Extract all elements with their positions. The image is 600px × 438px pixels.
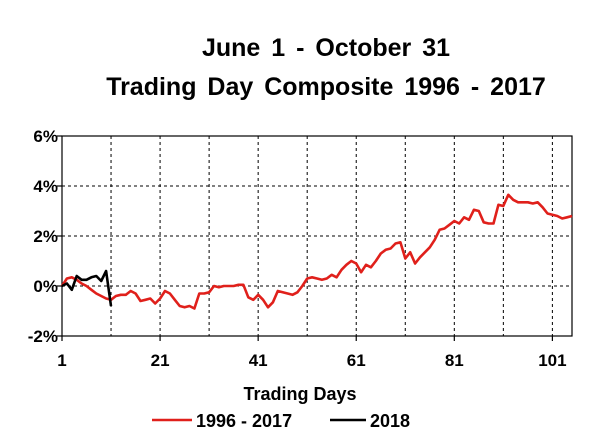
y-axis: -2% 0% 2% 4% 6%	[28, 127, 62, 346]
series-lines	[60, 193, 573, 310]
x-tick-label: 21	[151, 351, 170, 370]
x-tick-label: 101	[538, 351, 566, 370]
chart-title-line-2: Trading Day Composite 1996 - 2017	[106, 73, 546, 101]
legend: 1996 - 2017 2018	[152, 411, 410, 431]
series-line-1996-2017	[60, 193, 573, 310]
y-tick-label: 4%	[33, 177, 58, 196]
x-tick-label: 61	[347, 351, 366, 370]
legend-label: 2018	[370, 411, 410, 431]
y-tick-label: 0%	[33, 277, 58, 296]
legend-label: 1996 - 2017	[196, 411, 292, 431]
grid-lines	[62, 136, 572, 336]
y-tick-label: -2%	[28, 327, 58, 346]
x-tick-label: 41	[249, 351, 268, 370]
x-axis-title: Trading Days	[243, 384, 356, 404]
x-tick-label: 81	[445, 351, 464, 370]
x-tick-label: 1	[57, 351, 66, 370]
y-tick-label: 2%	[33, 227, 58, 246]
y-tick-label: 6%	[33, 127, 58, 146]
chart-title-line-1: June 1 - October 31	[201, 34, 451, 62]
x-axis: 1 21 41 61 81 101	[57, 336, 567, 370]
series-line-2018	[61, 269, 113, 307]
